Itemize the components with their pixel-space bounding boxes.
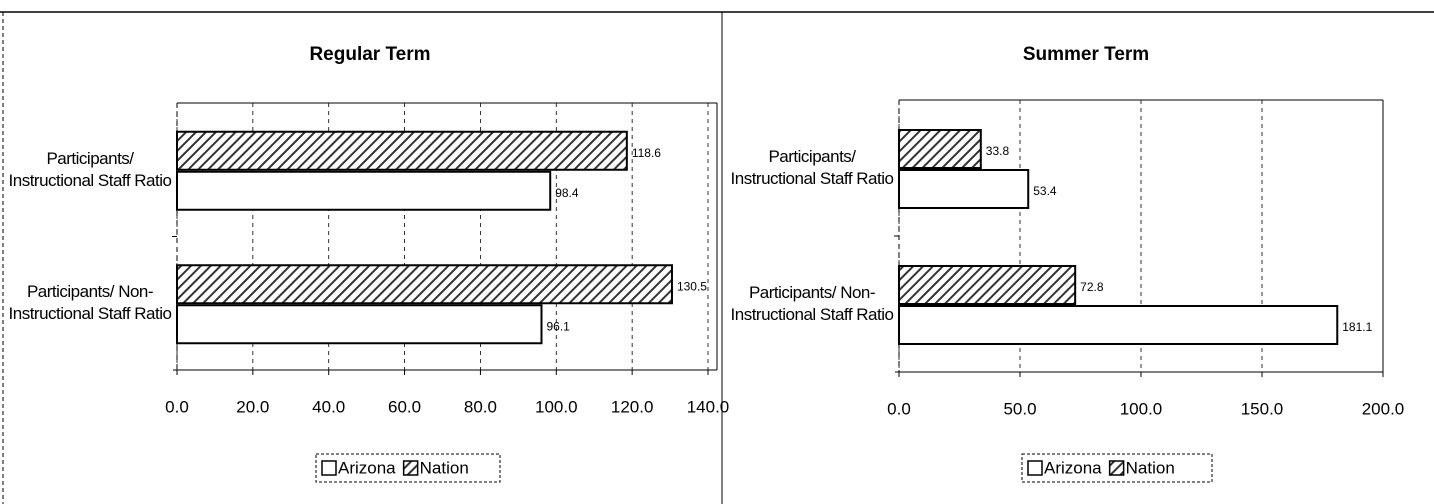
category-label: Participants/ Instructional Staff Ratio — [8, 148, 172, 190]
x-tick-label: 0.0 — [165, 397, 189, 416]
category-label: Participants/ Non-Instructional Staff Ra… — [730, 283, 894, 324]
x-tick-label: 40.0 — [312, 397, 345, 416]
x-tick-label: 140.0 — [687, 397, 730, 416]
data-label: 33.8 — [986, 144, 1010, 158]
legend-label: Nation — [420, 458, 469, 477]
legend-label: Arizona — [1044, 458, 1102, 477]
bar — [898, 169, 1030, 209]
data-label: 72.8 — [1080, 280, 1104, 294]
chart-title: Summer Term — [1023, 44, 1149, 65]
x-tick-label: 50.0 — [1003, 399, 1036, 418]
x-tick-label: 60.0 — [388, 397, 421, 416]
data-label: 96.1 — [546, 319, 570, 333]
bar — [176, 130, 628, 171]
x-tick-label: 120.0 — [611, 397, 654, 416]
category-label: Participants/ Instructional Staff Ratio — [730, 147, 894, 188]
data-label: 118.6 — [632, 146, 661, 160]
bar — [898, 129, 982, 169]
chart-title: Regular Term — [309, 44, 430, 65]
legend-swatch — [321, 460, 337, 476]
bar — [898, 265, 1077, 305]
category-label: Participants/ Non-Instructional Staff Ra… — [8, 282, 172, 324]
x-tick-label: 80.0 — [464, 397, 497, 416]
legend-swatch — [1108, 460, 1125, 476]
bar — [898, 305, 1339, 345]
data-label: 130.5 — [677, 279, 707, 293]
legend-swatch — [1027, 460, 1043, 476]
x-tick-label: 20.0 — [236, 397, 269, 416]
data-label: 98.4 — [555, 186, 579, 200]
bar — [176, 264, 673, 305]
bar — [176, 304, 543, 345]
legend-swatch — [402, 460, 419, 476]
x-tick-label: 100.0 — [535, 397, 578, 416]
legend-label: Nation — [1126, 458, 1175, 477]
x-tick-label: 200.0 — [1362, 399, 1405, 418]
x-tick-label: 150.0 — [1241, 399, 1284, 418]
data-label: 181.1 — [1342, 320, 1372, 334]
bar — [176, 170, 552, 211]
legend-label: Arizona — [338, 458, 396, 477]
x-tick-label: 0.0 — [887, 399, 911, 418]
x-tick-label: 100.0 — [1120, 399, 1163, 418]
data-label: 53.4 — [1033, 184, 1057, 198]
